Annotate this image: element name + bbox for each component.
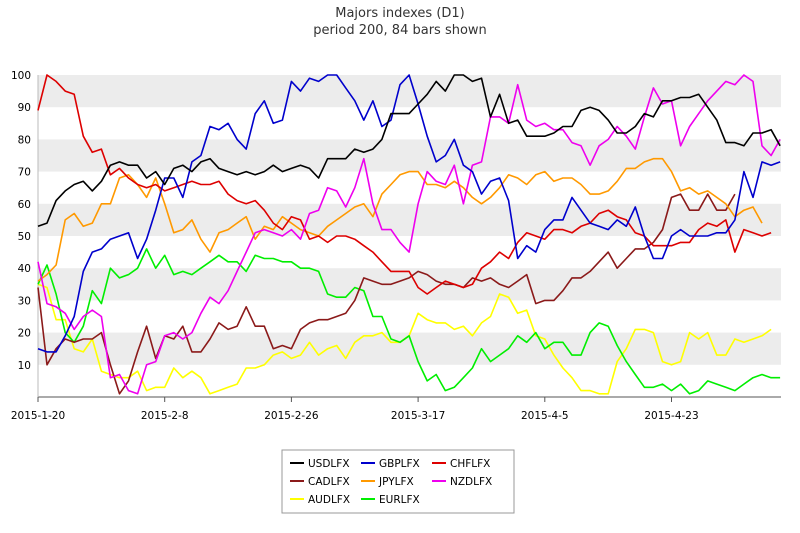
y-tick-label: 40 (18, 263, 31, 275)
x-tick-label: 2015-3-17 (391, 410, 445, 422)
chart-subtitle: period 200, 84 bars shown (313, 23, 487, 38)
series-lines (37, 74, 781, 395)
y-tick-label: 90 (18, 102, 31, 114)
series-line-chflfx (37, 74, 772, 295)
plot-frame (37, 75, 781, 398)
legend-label-eurlfx: EURLFX (379, 494, 420, 506)
x-tick-label: 2015-4-23 (644, 410, 698, 422)
legend-label-gbplfx: GBPLFX (379, 458, 420, 470)
legend-label-cadlfx: CADLFX (308, 476, 350, 488)
x-axis: 2015-1-20 2015-2-8 2015-2-26 2015-3-17 2015-… (11, 397, 699, 422)
series-line-eurlfx (37, 248, 781, 395)
y-tick-label: 10 (18, 360, 31, 372)
grid-band (38, 139, 781, 172)
x-tick-label: 2015-2-8 (141, 410, 189, 422)
legend-label-usdlfx: USDLFX (308, 458, 350, 470)
x-tick-label: 2015-1-20 (11, 410, 65, 422)
y-tick-label: 50 (18, 231, 31, 243)
series-line-usdlfx (37, 74, 781, 228)
x-tick-label: 2015-4-5 (521, 410, 569, 422)
legend-label-audlfx: AUDLFX (308, 494, 350, 506)
grid-bands (38, 75, 781, 365)
series-line-gbplfx (37, 74, 781, 353)
legend-box (281, 449, 515, 514)
y-axis: 10 20 30 40 50 60 70 80 90 100 (11, 70, 31, 372)
series-line-nzdlfx (37, 74, 781, 395)
y-tick-label: 20 (18, 328, 31, 340)
legend-label-nzdlfx: NZDLFX (450, 476, 492, 488)
x-tick-label: 2015-2-26 (264, 410, 319, 422)
grid-band (38, 203, 781, 236)
y-tick-label: 70 (18, 167, 31, 179)
legend-label-chflfx: CHFLFX (450, 458, 490, 470)
y-tick-label: 30 (18, 295, 31, 307)
y-tick-label: 100 (11, 70, 31, 82)
y-tick-label: 80 (18, 134, 31, 146)
grid-band (38, 75, 781, 108)
legend-label-jpylfx: JPYLFX (378, 476, 414, 488)
y-tick-label: 60 (18, 199, 31, 211)
series-line-cadlfx (37, 193, 736, 395)
legend: USDLFX GBPLFX CHFLFX CADLFX JPYLFX NZDLFX AUDL… (281, 449, 515, 514)
chart-title: Majors indexes (D1) (335, 6, 465, 21)
